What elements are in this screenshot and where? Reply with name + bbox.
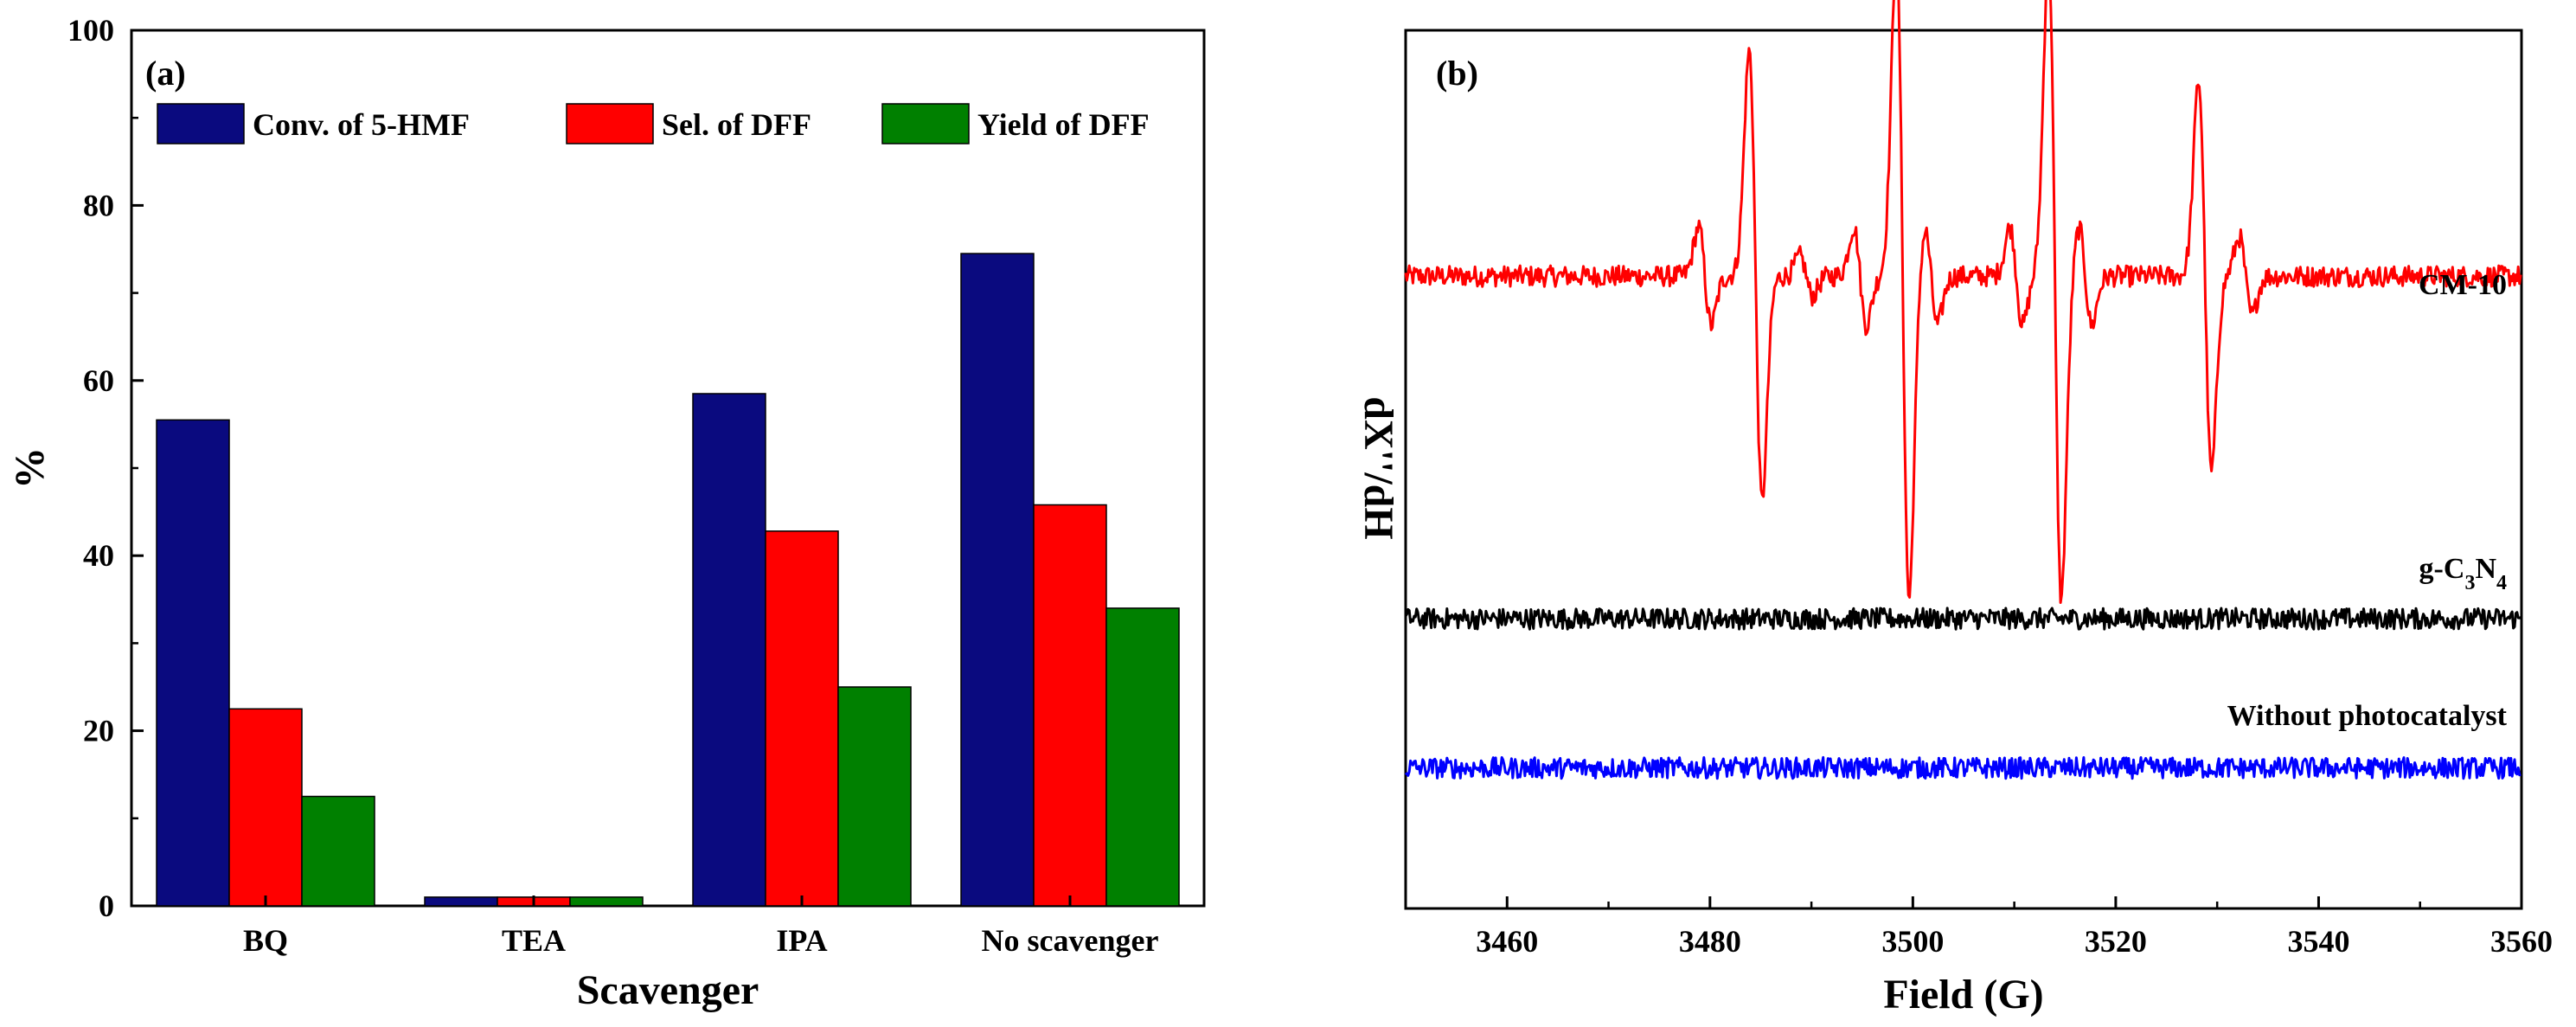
y-tick-label-20: 20 — [83, 714, 114, 748]
panel-a-legend: Conv. of 5-HMF Sel. of DFF Yield of DFF — [157, 103, 1150, 144]
panel-a: 0 20 40 60 80 100 BQ TEA IPA No scavenger (a) Co… — [7, 13, 1206, 1013]
bar-yield-of-dff-no-scavenger — [1105, 607, 1180, 907]
bar-yield-of-dff-tea — [569, 896, 644, 907]
curve-label-cm10: CM-10 — [2419, 269, 2507, 301]
bar-sel-of-dff-ipa — [765, 530, 839, 907]
y-tick-label-40: 40 — [83, 538, 114, 573]
gc3n4-label-main: g-C — [2419, 553, 2465, 585]
panel-a-y-ticks: 0 20 40 60 80 100 — [67, 13, 144, 923]
panel-a-x-ticks: BQ TEA IPA No scavenger — [243, 895, 1158, 958]
curve-label-gc3n4: g-C3N4 — [2419, 553, 2507, 594]
x-tick-label-3560: 3560 — [2490, 924, 2553, 959]
panel-a-label: (a) — [145, 54, 186, 93]
epr-curve-without-photocatalyst — [1404, 755, 2522, 780]
panel-b: 3460 3480 3500 3520 3540 3560 (b) Field (G) d… — [1355, 0, 2553, 1017]
legend-swatch-conv-of-5-hmf — [157, 103, 245, 144]
panel-a-bars — [156, 253, 1180, 907]
panel-a-y-axis-title: % — [7, 447, 53, 489]
panel-b-curves — [1404, 0, 2522, 780]
gc3n4-label-mid: N — [2475, 553, 2496, 585]
curve-label-without-photocatalyst: Without photocatalyst — [2227, 700, 2508, 732]
legend-label-sel-of-dff: Sel. of DFF — [662, 107, 811, 142]
bar-sel-of-dff-no-scavenger — [1033, 504, 1107, 907]
x-tick-label-bq: BQ — [243, 923, 288, 958]
y-tick-label-60: 60 — [83, 363, 114, 398]
x-tick-label-3500: 3500 — [1881, 924, 1944, 959]
bar-conv-of-5-hmf-no-scavenger — [960, 253, 1035, 907]
x-tick-label-3520: 3520 — [2085, 924, 2147, 959]
x-tick-label-3460: 3460 — [1476, 924, 1538, 959]
panel-b-y-axis-title: dX''/dH — [1355, 396, 1401, 539]
legend-swatch-yield-of-dff — [881, 103, 970, 144]
bar-conv-of-5-hmf-tea — [424, 896, 498, 907]
legend-swatch-sel-of-dff — [566, 103, 654, 144]
legend-label-conv-of-5-hmf: Conv. of 5-HMF — [253, 107, 470, 142]
panel-b-x-axis-title: Field (G) — [1883, 972, 2043, 1017]
y-tick-label-0: 0 — [99, 889, 114, 923]
epr-curve-g-c3n4 — [1404, 607, 2522, 631]
y-tick-label-100: 100 — [67, 13, 114, 48]
x-tick-label-3480: 3480 — [1679, 924, 1741, 959]
y-tick-label-80: 80 — [83, 188, 114, 222]
gc3n4-label-sub-1: 3 — [2464, 572, 2475, 594]
bar-yield-of-dff-ipa — [837, 686, 912, 907]
x-tick-label-3540: 3540 — [2287, 924, 2349, 959]
gc3n4-label-sub-2: 4 — [2496, 572, 2507, 594]
bar-yield-of-dff-bq — [301, 795, 375, 907]
bar-conv-of-5-hmf-ipa — [692, 393, 766, 907]
epr-curve-cm-10 — [1404, 0, 2522, 604]
panel-b-x-ticks: 3460 3480 3500 3520 3540 3560 — [1404, 896, 2553, 959]
bar-conv-of-5-hmf-bq — [156, 419, 230, 907]
x-tick-label-ipa: IPA — [776, 923, 827, 958]
legend-label-yield-of-dff: Yield of DFF — [977, 107, 1150, 142]
panel-a-x-axis-title: Scavenger — [577, 967, 759, 1013]
panel-b-label: (b) — [1436, 54, 1478, 93]
bar-sel-of-dff-bq — [228, 708, 303, 907]
panel-b-plot-frame — [1404, 29, 2523, 910]
x-tick-label-no-scavenger: No scavenger — [982, 923, 1159, 958]
x-tick-label-tea: TEA — [502, 923, 566, 958]
